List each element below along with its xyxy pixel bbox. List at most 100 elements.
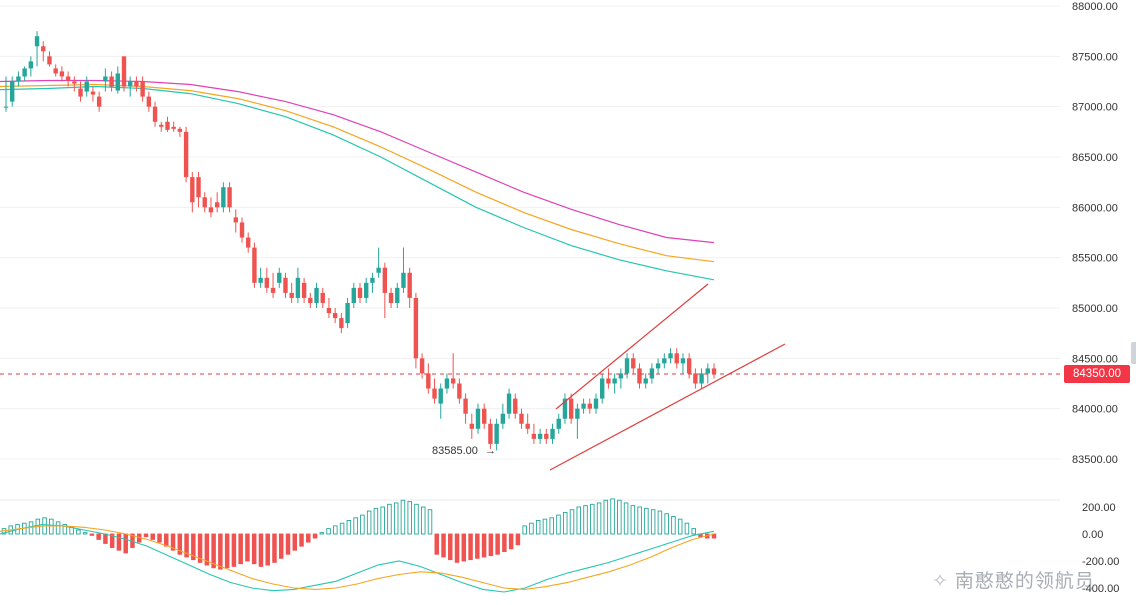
trend-line bbox=[549, 343, 786, 471]
candle-body bbox=[568, 398, 574, 419]
candle-body bbox=[314, 287, 319, 303]
macd-bar bbox=[245, 533, 250, 562]
price-tick-label: 87000.00 bbox=[1072, 102, 1118, 114]
candle-body bbox=[134, 81, 139, 87]
macd-bar bbox=[103, 533, 108, 544]
candle-body bbox=[419, 358, 425, 374]
macd-bar bbox=[312, 533, 318, 539]
macd-bar bbox=[502, 533, 507, 552]
macd-bar bbox=[590, 503, 595, 535]
price-tick-label: 83500.00 bbox=[1072, 454, 1118, 466]
candle-body bbox=[631, 358, 636, 369]
candle-body bbox=[351, 287, 356, 303]
candle-body bbox=[444, 378, 450, 389]
candle-body bbox=[326, 308, 332, 314]
macd-bar bbox=[319, 532, 325, 535]
macd-bar bbox=[380, 506, 385, 535]
candle-body bbox=[500, 413, 506, 424]
macd-bar bbox=[508, 533, 514, 550]
arrow-icon: → bbox=[485, 445, 496, 457]
candle-body bbox=[196, 177, 201, 198]
candle-body bbox=[593, 398, 599, 409]
macd-bar bbox=[644, 507, 649, 535]
candle-body bbox=[78, 88, 83, 97]
axis-scroll-handle[interactable] bbox=[1131, 342, 1136, 364]
candle-body bbox=[177, 128, 183, 132]
candle-body bbox=[618, 373, 624, 379]
candle-body bbox=[655, 363, 661, 369]
candle-body bbox=[711, 368, 717, 374]
candle-body bbox=[531, 433, 537, 439]
macd-bar bbox=[109, 533, 115, 548]
candle-body bbox=[674, 353, 679, 364]
candle-body bbox=[96, 96, 102, 107]
macd-bar bbox=[488, 533, 494, 557]
candle-body bbox=[525, 423, 530, 429]
macd-bar bbox=[366, 510, 372, 535]
macd-tick-label: 0.00 bbox=[1082, 529, 1103, 541]
macd-bar bbox=[62, 524, 68, 535]
macd-bar bbox=[671, 516, 676, 535]
macd-bar bbox=[569, 509, 575, 535]
macd-bar bbox=[278, 533, 284, 559]
macd-bar bbox=[143, 533, 149, 538]
macd-bar bbox=[468, 533, 473, 561]
candle-body bbox=[587, 403, 592, 409]
macd-bar bbox=[448, 533, 453, 561]
macd-bar bbox=[650, 509, 656, 535]
candle-body bbox=[680, 358, 686, 364]
low-annotation: 83585.00 bbox=[432, 445, 478, 457]
macd-bar bbox=[562, 511, 568, 535]
macd-bar bbox=[353, 517, 358, 535]
candle-body bbox=[128, 81, 133, 87]
candle-body bbox=[3, 106, 9, 108]
candle-body bbox=[668, 353, 673, 359]
candle-body bbox=[320, 292, 325, 303]
macd-bar bbox=[522, 525, 527, 535]
candle-body bbox=[705, 368, 710, 374]
candle-body bbox=[16, 76, 21, 82]
macd-bar bbox=[434, 533, 440, 555]
moving-average-line bbox=[0, 85, 715, 281]
candle-body bbox=[289, 292, 294, 298]
candle-body bbox=[382, 267, 388, 293]
macd-bar bbox=[184, 533, 189, 558]
macd-bar bbox=[637, 506, 642, 535]
candle-body bbox=[171, 126, 176, 129]
candle-body bbox=[482, 408, 487, 424]
macd-bar bbox=[211, 533, 216, 569]
candle-body bbox=[47, 56, 52, 65]
macd-bar bbox=[373, 507, 379, 535]
macd-bar bbox=[583, 505, 588, 535]
candle-body bbox=[357, 287, 363, 298]
candle-body bbox=[208, 207, 214, 213]
candle-body bbox=[239, 222, 245, 238]
candle-body bbox=[277, 272, 282, 283]
macd-bar bbox=[292, 533, 298, 551]
macd-line bbox=[0, 523, 715, 593]
macd-bar bbox=[116, 533, 122, 551]
candle-body bbox=[413, 297, 419, 359]
macd-bar bbox=[691, 528, 696, 535]
candle-body bbox=[488, 423, 493, 444]
candle-body bbox=[140, 81, 145, 97]
candle-body bbox=[686, 358, 692, 374]
candle-body bbox=[426, 373, 431, 389]
price-tick-label: 85500.00 bbox=[1072, 253, 1118, 265]
price-tick-label: 88000.00 bbox=[1072, 1, 1118, 13]
macd-bar bbox=[387, 503, 392, 535]
macd-tick-label: -200.00 bbox=[1082, 556, 1119, 568]
macd-bar bbox=[684, 522, 690, 535]
candle-body bbox=[407, 272, 412, 298]
candle-body bbox=[438, 388, 443, 404]
macd-bar bbox=[461, 533, 467, 562]
macd-bar bbox=[623, 502, 629, 535]
macd-bar bbox=[285, 533, 291, 555]
watermark-text: 南憨憨的领航员 bbox=[954, 570, 1095, 592]
compass-icon: ✧ bbox=[932, 570, 949, 592]
candle-body bbox=[84, 81, 89, 92]
macd-bar bbox=[657, 510, 663, 535]
macd-bar bbox=[454, 533, 460, 563]
